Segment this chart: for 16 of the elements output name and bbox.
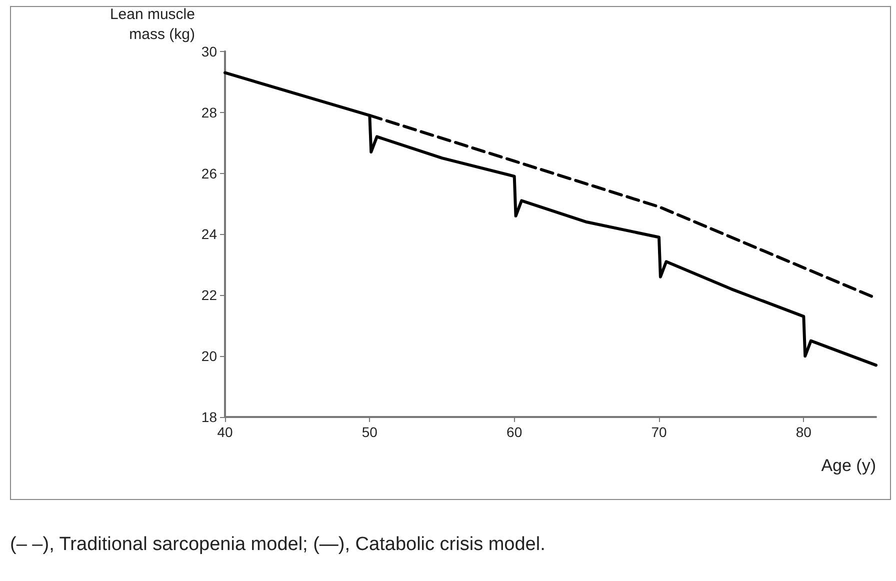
y-tick-label: 22 [201, 287, 218, 304]
x-tick-label: 60 [506, 424, 522, 440]
y-tick-label: 28 [201, 104, 218, 120]
y-axis-title: Lean muscle mass (kg) [110, 6, 195, 43]
x-tick-label: 40 [217, 424, 233, 440]
text: (– –), Traditional sarcopenia model; (—), Catabolic crisis model. [10, 534, 546, 556]
y-tick-label: 26 [201, 165, 218, 182]
line-series [224, 71, 878, 367]
y-tick-label: 30 [201, 43, 218, 60]
y-tick-label: 24 [201, 226, 218, 242]
x-axis-title: Age (y) [821, 456, 876, 475]
y-tick-label: 18 [201, 409, 218, 425]
y-tick-label: 20 [201, 348, 218, 364]
x-tick-label: 50 [362, 424, 378, 440]
x-tick-label: 70 [651, 424, 667, 440]
x-tick-label: 80 [796, 424, 812, 440]
